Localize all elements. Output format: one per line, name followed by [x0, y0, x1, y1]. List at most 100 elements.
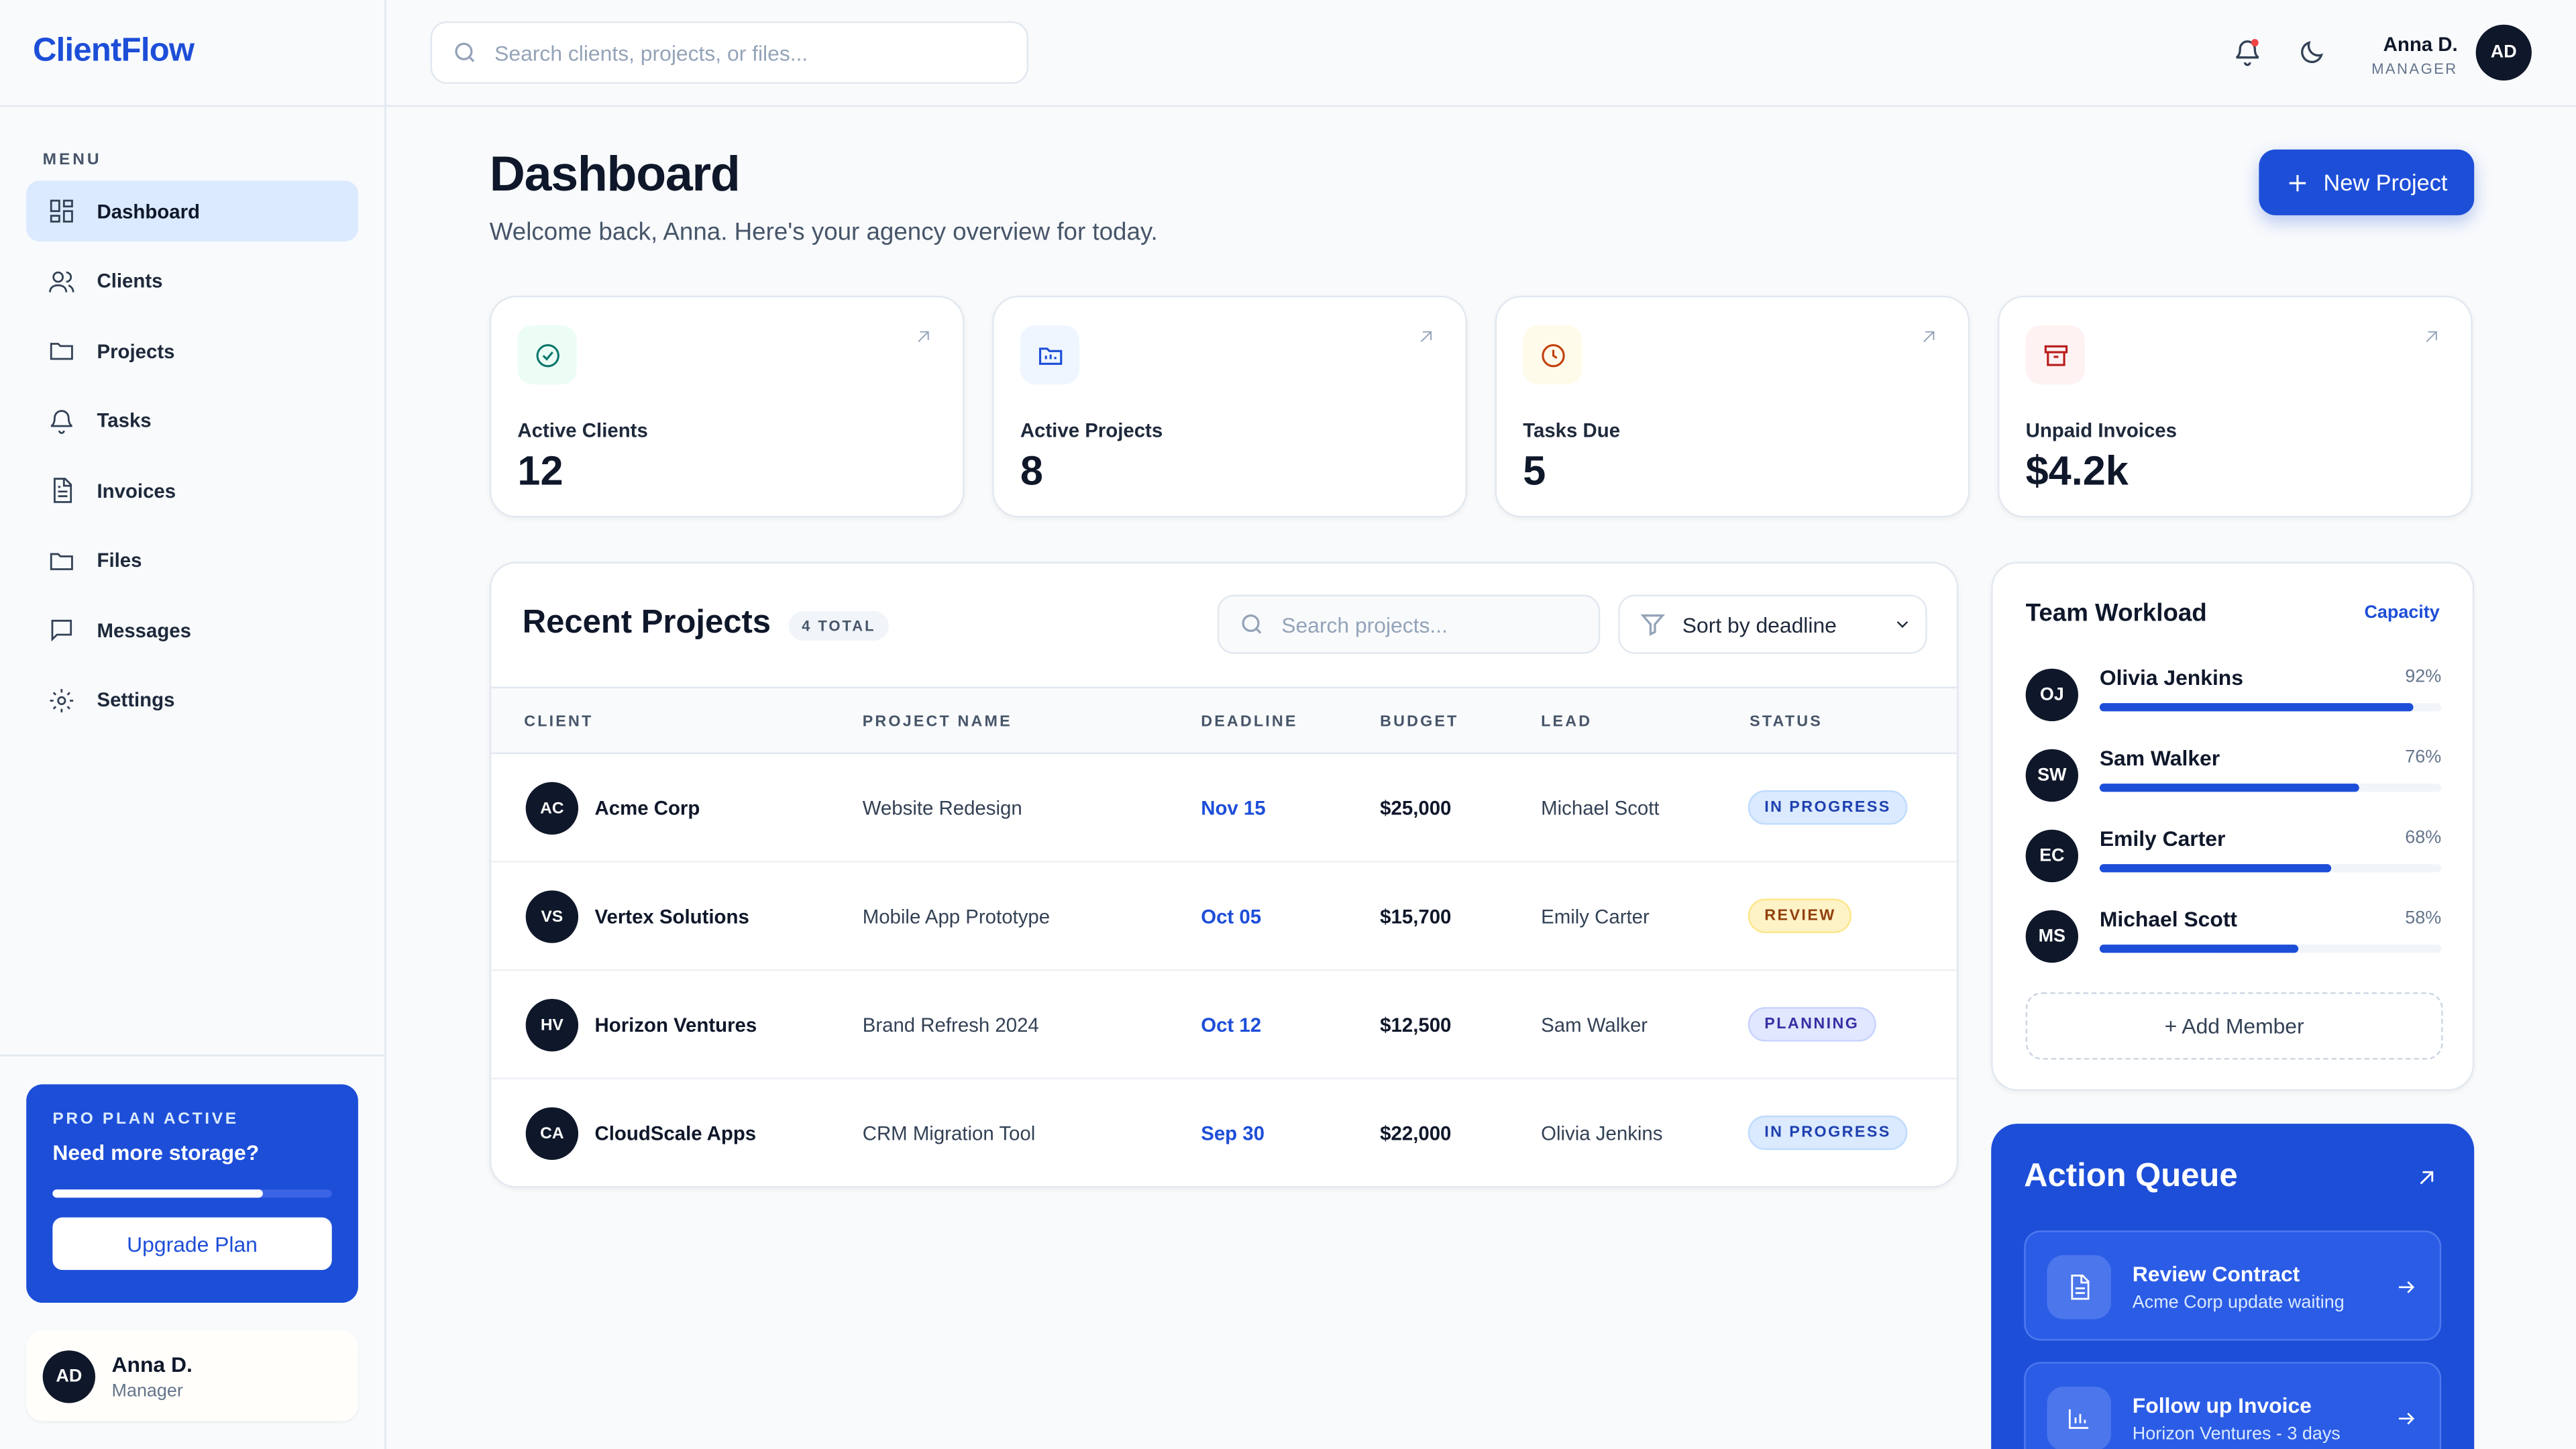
load-track [2099, 864, 2442, 873]
nav-icon [50, 199, 73, 223]
nav-icon [50, 343, 73, 360]
member-avatar: OJ [2025, 668, 2078, 722]
stat-icon [1523, 325, 1582, 385]
nav-item[interactable]: Invoices [26, 460, 358, 521]
stat-card[interactable]: Active Projects 8 [992, 295, 1467, 518]
open-icon [1923, 331, 1935, 343]
nav-label: Settings [97, 688, 175, 712]
stat-card[interactable]: Unpaid Invoices $4.2k [1997, 295, 2473, 518]
load-bar [2099, 945, 2298, 953]
client-name: CloudScale Apps [594, 1122, 757, 1145]
global-search[interactable]: Search clients, projects, or files... [430, 21, 1029, 84]
plus-icon [2290, 174, 2306, 191]
sort-label: Sort by deadline [1682, 612, 1837, 637]
client-avatar: HV [525, 998, 579, 1052]
promo-card: PRO PLAN ACTIVE Need more storage? Upgra… [26, 1084, 358, 1303]
storage-bar [52, 1189, 332, 1198]
stat-value: 5 [1523, 448, 1546, 495]
sidebar: ClientFlow MENU Dashboard Clients Projects… [0, 0, 386, 1449]
profile-card[interactable]: AD Anna D. Manager [26, 1330, 358, 1421]
table-row[interactable]: VS Vertex Solutions Mobile App Prototype Oc… [491, 863, 1957, 971]
storage-fill [52, 1189, 262, 1198]
table-row[interactable]: HV Horizon Ventures Brand Refresh 2024 Oct … [491, 971, 1957, 1079]
brand[interactable]: ClientFlow [32, 32, 195, 69]
promo-title: Need more storage? [52, 1140, 260, 1165]
nav-icon [49, 270, 74, 292]
queue-subtitle: Acme Corp update waiting [2132, 1293, 2345, 1313]
upgrade-button[interactable]: Upgrade Plan [52, 1217, 332, 1271]
load-track [2099, 703, 2442, 712]
open-icon [1420, 331, 1432, 343]
theme-toggle[interactable] [2297, 38, 2326, 67]
icon [1541, 343, 1564, 367]
nav-item[interactable]: Clients [26, 250, 358, 311]
nav-item[interactable]: Files [26, 530, 358, 591]
user-avatar[interactable]: AD [2475, 24, 2532, 81]
stat-value: 12 [517, 448, 564, 495]
budget: $25,000 [1380, 796, 1452, 820]
member-load: 68% [2405, 828, 2442, 848]
icon [2068, 1409, 2089, 1429]
queue-subtitle: Horizon Ventures - 3 days [2132, 1424, 2341, 1444]
member-name: Michael Scott [2099, 906, 2238, 932]
client-name: Acme Corp [594, 796, 700, 820]
nav-label: Dashboard [97, 199, 201, 223]
stat-icon [2025, 325, 2085, 385]
column-header: BUDGET [1380, 712, 1459, 731]
go-icon [2398, 1412, 2415, 1425]
nav-label: Clients [97, 269, 163, 292]
nav-item[interactable]: Tasks [26, 390, 358, 451]
team-card: Team Workload Capacity OJ Olivia Jenkins 9… [1991, 561, 2475, 1091]
deadline: Oct 12 [1201, 1014, 1262, 1037]
stat-card[interactable]: Tasks Due 5 [1495, 295, 1970, 518]
column-header: DEADLINE [1201, 712, 1298, 731]
sort-select[interactable]: Sort by deadline [1618, 594, 1927, 654]
column-header: PROJECT NAME [862, 712, 1012, 731]
search-icon [455, 42, 475, 62]
deadline: Oct 05 [1201, 905, 1262, 928]
user-role: MANAGER [2371, 60, 2458, 78]
load-track [2099, 945, 2442, 953]
member-avatar: EC [2025, 829, 2078, 883]
search-placeholder: Search projects... [1281, 612, 1448, 637]
search-icon [1242, 614, 1262, 634]
profile-name: Anna D. [111, 1351, 193, 1377]
member-name: Emily Carter [2099, 826, 2226, 851]
notifications[interactable] [2233, 38, 2262, 67]
page-subtitle: Welcome back, Anna. Here's your agency o… [489, 218, 1158, 247]
chevron [1896, 621, 1909, 629]
nav-label: Tasks [97, 409, 152, 433]
nav-item[interactable]: Dashboard [26, 180, 358, 242]
nav-item[interactable]: Messages [26, 600, 358, 661]
load-track [2099, 784, 2442, 792]
user-info[interactable]: Anna D. MANAGER [2371, 33, 2458, 77]
table-row[interactable]: AC Acme Corp Website Redesign Nov 15 $25,000… [491, 754, 1957, 863]
search-placeholder: Search clients, projects, or files... [494, 40, 808, 65]
member-name: Sam Walker [2099, 745, 2220, 771]
go-icon [2398, 1281, 2415, 1293]
queue-item[interactable]: Follow up Invoice Horizon Ventures - 3 da… [2024, 1362, 2442, 1449]
expand-icon[interactable] [2415, 1167, 2438, 1189]
nav-item[interactable]: Settings [26, 669, 358, 731]
member-load: 58% [2405, 908, 2442, 928]
new-project-button[interactable]: New Project [2259, 149, 2475, 215]
client-avatar: AC [525, 782, 579, 835]
load-bar [2099, 703, 2414, 712]
load-bar [2099, 864, 2332, 873]
budget: $15,700 [1380, 905, 1452, 928]
lead: Michael Scott [1541, 796, 1660, 820]
capacity-link[interactable]: Capacity [2364, 602, 2440, 623]
stat-label: Active Projects [1020, 419, 1163, 442]
stat-icon [517, 325, 577, 385]
table-row[interactable]: CA CloudScale Apps CRM Migration Tool Sep 3… [491, 1079, 1957, 1186]
project-name: Mobile App Prototype [862, 905, 1051, 928]
nav-item[interactable]: Projects [26, 321, 358, 382]
load-bar [2099, 784, 2359, 792]
member: MS Michael Scott 58% [2025, 906, 2442, 973]
add-member-button[interactable]: + Add Member [2025, 992, 2443, 1060]
budget: $22,000 [1380, 1122, 1452, 1145]
stat-card[interactable]: Active Clients 12 [489, 295, 965, 518]
queue-item[interactable]: Review Contract Acme Corp update waiting [2024, 1230, 2442, 1341]
project-search[interactable]: Search projects... [1217, 594, 1601, 654]
